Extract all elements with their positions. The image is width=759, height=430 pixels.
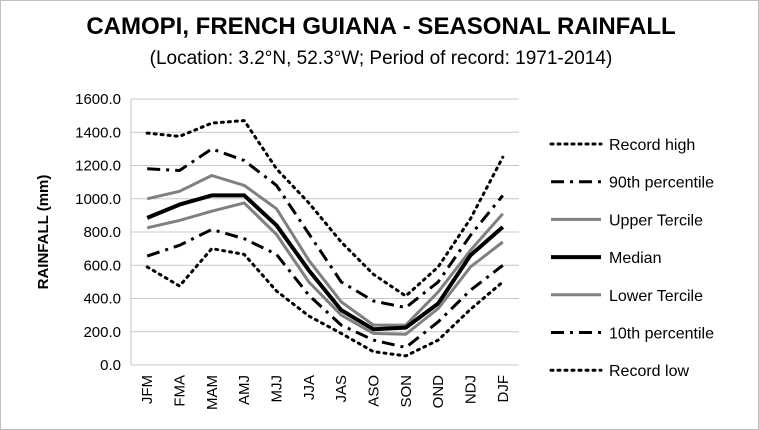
- x-tick-label: JFM: [139, 375, 156, 404]
- y-tick-label: 1000.0: [75, 191, 121, 208]
- chart-subtitle: (Location: 3.2°N, 52.3°W; Period of reco…: [150, 48, 613, 69]
- x-tick-label: OND: [430, 375, 447, 409]
- legend-label: Record high: [609, 137, 695, 154]
- legend-label: Record low: [609, 363, 689, 380]
- y-tick-label: 400.0: [83, 291, 121, 308]
- y-tick-label: 200.0: [83, 324, 121, 341]
- y-tick-label: 1200.0: [75, 158, 121, 175]
- x-tick-label: MJJ: [269, 375, 286, 403]
- x-tick-label: JAS: [333, 375, 350, 403]
- y-tick-label: 1400.0: [75, 124, 121, 141]
- x-axis-ticks: JFM FMA MAM AMJ MJJ JJA JAS ASO SON OND NDJ DJF: [139, 375, 512, 410]
- legend-label: 10th percentile: [609, 326, 714, 343]
- x-tick-label: ASO: [366, 375, 383, 407]
- gridlines: [130, 98, 519, 366]
- y-axis-title: RAINFALL (mm): [35, 175, 52, 290]
- x-tick-label: JJA: [301, 375, 318, 400]
- series-line-record-high: [145, 119, 505, 298]
- series-line-lower-tercile: [146, 201, 504, 336]
- y-tick-label: 800.0: [83, 224, 121, 241]
- series-lines: [145, 119, 505, 358]
- x-tick-label: FMA: [172, 375, 189, 407]
- legend-label: 90th percentile: [609, 175, 714, 192]
- series-line-median: [146, 193, 505, 332]
- x-tick-label: SON: [398, 375, 415, 408]
- legend-label: Lower Tercile: [609, 288, 703, 305]
- y-tick-label: 1600.0: [75, 91, 121, 108]
- y-tick-label: 0.0: [100, 357, 121, 374]
- x-tick-label: DJF: [495, 375, 512, 403]
- legend-label: Upper Tercile: [609, 212, 703, 229]
- series-line-record-low: [145, 247, 505, 358]
- series-line-upper-tercile: [146, 174, 504, 327]
- y-axis-ticks: 0.0 200.0 400.0 600.0 800.0 1000.0 1200.0 1400.…: [75, 91, 121, 374]
- x-tick-label: MAM: [204, 375, 221, 410]
- legend: Record high 90th percentile Upper Tercile M…: [549, 137, 714, 380]
- series-line-10th-percentile: [146, 228, 504, 349]
- x-tick-label: NDJ: [463, 375, 480, 404]
- chart-title: CAMOPI, FRENCH GUIANA - SEASONAL RAINFAL…: [86, 13, 675, 40]
- series-line-90th-percentile: [147, 147, 504, 310]
- legend-label: Median: [609, 250, 661, 267]
- x-tick-label: AMJ: [236, 375, 253, 405]
- y-tick-label: 600.0: [83, 257, 121, 274]
